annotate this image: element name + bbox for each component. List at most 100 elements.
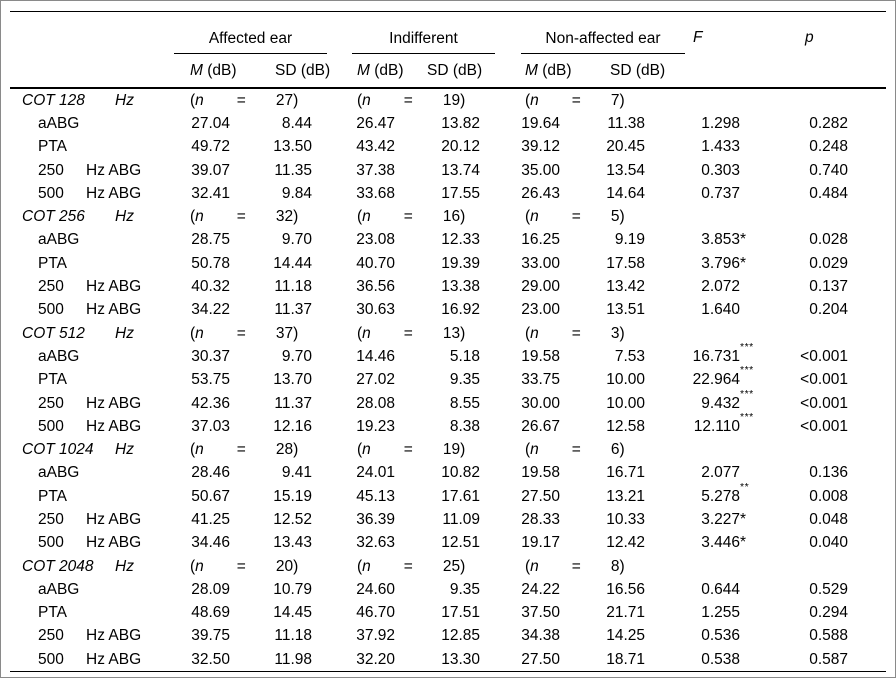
p-spacer-cell xyxy=(760,555,886,578)
row-label-cell: 250 Hz ABG xyxy=(10,392,174,415)
p-value-cell: 0.136 xyxy=(760,462,886,485)
p-value-cell: 0.204 xyxy=(760,299,886,322)
sd-value: 11.35 xyxy=(274,161,312,179)
n-symbol: n xyxy=(362,441,371,459)
mean-value: 32.41 xyxy=(191,184,230,202)
row-measure-label-suffix: Hz ABG xyxy=(86,301,142,319)
mean-value: 27.04 xyxy=(191,114,230,132)
table-row: 500 Hz ABG 32.50 11.98 32.20 13.30 27.50 18.71 0… xyxy=(10,648,886,672)
n-open-paren: ( xyxy=(525,208,531,226)
value-cell: 10.82 xyxy=(410,462,495,485)
mean-value: 53.75 xyxy=(191,371,230,389)
subheader-m-non-affected: M (dB) xyxy=(495,54,575,89)
value-cell: 13.51 xyxy=(575,299,660,322)
mean-value: 32.63 xyxy=(356,534,395,552)
n-count-cell: (n = 19) xyxy=(327,88,495,112)
value-cell: 26.47 xyxy=(327,112,410,135)
n-open-paren: ( xyxy=(357,208,363,226)
sd-value: 13.21 xyxy=(606,487,645,505)
row-label-cell: 500 Hz ABG xyxy=(10,299,174,322)
value-cell: 15.19 xyxy=(244,485,327,508)
p-value: 0.529 xyxy=(809,580,848,598)
p-value-cell: <0.001 xyxy=(760,345,886,368)
n-close-paren: ) xyxy=(619,324,625,342)
n-symbol: n xyxy=(530,91,539,109)
row-measure-label-suffix: Hz ABG xyxy=(86,161,142,179)
n-count-cell: (n = 27) xyxy=(174,88,327,112)
row-measure-label-suffix: Hz ABG xyxy=(86,650,142,668)
sd-value: 11.37 xyxy=(274,301,312,319)
n-value: 19 xyxy=(442,441,461,459)
p-value-cell: <0.001 xyxy=(760,415,886,438)
mean-value: 26.47 xyxy=(356,114,395,132)
value-cell: 17.55 xyxy=(410,182,495,205)
row-label-cell: PTA xyxy=(10,485,174,508)
sd-value: 13.42 xyxy=(606,278,645,296)
row-label-cell: PTA xyxy=(10,602,174,625)
n-close-paren: ) xyxy=(293,208,299,226)
f-value-cell: 0.737 xyxy=(660,182,760,205)
value-cell: 17.58 xyxy=(575,252,660,275)
f-value-cell: 3.796* xyxy=(660,252,760,275)
row-measure-label: aABG xyxy=(38,347,80,365)
value-cell: 28.08 xyxy=(327,392,410,415)
f-value-cell: 3.227* xyxy=(660,508,760,531)
value-cell: 9.70 xyxy=(244,229,327,252)
row-measure-label: aABG xyxy=(38,580,80,598)
row-measure-label: aABG xyxy=(38,464,80,482)
n-close-paren: ) xyxy=(619,208,625,226)
row-measure-label: 250 xyxy=(38,627,64,645)
n-open-paren: ( xyxy=(357,324,363,342)
p-value-cell: 0.028 xyxy=(760,229,886,252)
n-symbol: n xyxy=(530,441,539,459)
p-value: 0.294 xyxy=(809,604,848,622)
mean-value: 34.38 xyxy=(521,627,560,645)
mean-value: 42.36 xyxy=(191,394,230,412)
value-cell: 50.78 xyxy=(174,252,244,275)
value-cell: 13.82 xyxy=(410,112,495,135)
value-cell: 9.35 xyxy=(410,578,495,601)
column-group-label: Non-affected ear xyxy=(521,30,685,54)
n-count-cell: (n = 37) xyxy=(174,322,327,345)
sd-value: 15.19 xyxy=(273,487,312,505)
f-value: 22.964 xyxy=(692,371,740,389)
row-measure-label: 500 xyxy=(38,301,64,319)
row-measure-label: PTA xyxy=(38,371,67,389)
n-symbol: n xyxy=(195,324,204,342)
sd-value: 11.18 xyxy=(274,278,312,296)
value-cell: 12.51 xyxy=(410,532,495,555)
value-cell: 28.46 xyxy=(174,462,244,485)
significance-stars: *** xyxy=(740,340,754,353)
n-count-cell: (n = 28) xyxy=(174,438,327,461)
mean-value: 33.68 xyxy=(356,184,395,202)
p-spacer-cell xyxy=(760,438,886,461)
value-cell: 12.52 xyxy=(244,508,327,531)
f-value: 1.298 xyxy=(701,114,740,132)
row-measure-label: 500 xyxy=(38,184,64,202)
value-cell: 48.69 xyxy=(174,602,244,625)
n-count-cell: (n = 19) xyxy=(327,438,495,461)
sd-value: 19.39 xyxy=(441,254,480,272)
value-cell: 27.50 xyxy=(495,485,575,508)
f-value: 0.536 xyxy=(701,627,740,645)
p-value: 0.029 xyxy=(809,254,848,272)
section-header-row: COT 256 Hz (n = 32) (n = 16) (n = 5) xyxy=(10,205,886,228)
section-label-cell: COT 2048 Hz xyxy=(10,555,174,578)
value-cell: 27.02 xyxy=(327,369,410,392)
sd-value: 16.92 xyxy=(441,301,480,319)
table-row: aABG 28.46 9.41 24.01 10.82 19.58 16.71 2.077 0.… xyxy=(10,462,886,485)
sd-value: 11.38 xyxy=(607,114,645,132)
row-label-cell: 250 Hz ABG xyxy=(10,275,174,298)
value-cell: 39.07 xyxy=(174,159,244,182)
n-equals: = xyxy=(236,557,246,575)
p-value-cell: <0.001 xyxy=(760,392,886,415)
table-row: PTA 50.78 14.44 40.70 19.39 33.00 17.58 3.796* 0… xyxy=(10,252,886,275)
n-close-paren: ) xyxy=(293,324,299,342)
value-cell: 30.37 xyxy=(174,345,244,368)
value-cell: 29.00 xyxy=(495,275,575,298)
value-cell: 16.56 xyxy=(575,578,660,601)
value-cell: 30.00 xyxy=(495,392,575,415)
n-equals: = xyxy=(403,91,413,109)
value-cell: 26.67 xyxy=(495,415,575,438)
